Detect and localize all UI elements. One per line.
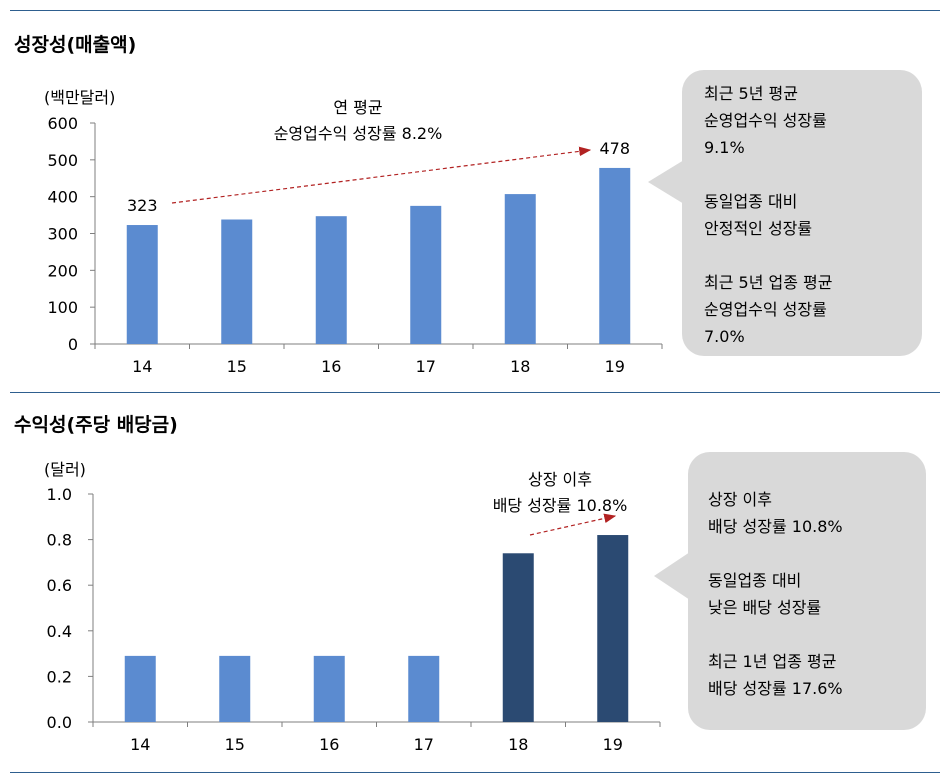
growth-unit-label: (백만달러) [44, 88, 115, 107]
dividend-bar [502, 553, 534, 722]
dividend-callout-text: 상장 이후 배당 성장률 10.8% 동일업종 대비 낮은 배당 성장률 최근 … [708, 490, 843, 698]
section-title-profitability: 수익성(주당 배당금) [14, 414, 178, 436]
growth-data-label: 478 [599, 139, 630, 158]
dividend-y-tick-label: 0.6 [47, 576, 72, 595]
growth-y-tick-label: 600 [47, 114, 78, 133]
dividend-annotation-text: 상장 이후 [528, 470, 592, 489]
growth-data-label: 323 [127, 196, 158, 215]
growth-annotation-text: 순영업수익 성장률 8.2% [274, 124, 443, 143]
growth-trend-arrow [171, 146, 592, 204]
bottom-divider [10, 772, 940, 773]
growth-annotation-text: 연 평균 [333, 98, 382, 117]
dividend-annotation-text: 배당 성장률 10.8% [493, 496, 628, 515]
growth-y-tick-label: 0 [68, 335, 78, 354]
growth-y-tick-label: 500 [47, 151, 78, 170]
dividend-callout-bubble: 상장 이후 배당 성장률 10.8% 동일업종 대비 낮은 배당 성장률 최근 … [654, 452, 926, 730]
growth-x-tick-label: 16 [321, 357, 341, 376]
dividend-x-tick-label: 16 [319, 735, 339, 754]
dividend-y-tick-label: 0.8 [47, 531, 72, 550]
dividend-y-tick-label: 0.4 [47, 622, 72, 641]
dividend-callout-tail [654, 552, 690, 600]
growth-bar [599, 167, 631, 344]
growth-callout-tail [648, 160, 684, 204]
dividend-x-tick-label: 18 [508, 735, 528, 754]
dividend-bar [408, 655, 440, 722]
section-title-growth: 성장성(매출액) [14, 34, 137, 56]
dividend-y-tick-label: 0.0 [47, 713, 72, 732]
growth-y-tick-label: 300 [47, 225, 78, 244]
growth-callout-bubble: 최근 5년 평균 순영업수익 성장률 9.1% 동일업종 대비 안정적인 성장률… [648, 70, 922, 356]
growth-x-tick-label: 17 [416, 357, 436, 376]
dividend-y-tick-label: 0.2 [47, 667, 72, 686]
dividend-x-tick-label: 15 [225, 735, 245, 754]
growth-bar [315, 216, 347, 344]
middle-divider [10, 392, 940, 393]
dividend-bar [124, 655, 156, 722]
dividend-x-tick-label: 19 [603, 735, 623, 754]
dividend-trend-arrow [529, 513, 617, 536]
growth-bar [504, 194, 536, 344]
growth-x-tick-label: 15 [227, 357, 247, 376]
growth-y-tick-label: 400 [47, 188, 78, 207]
growth-x-tick-label: 19 [605, 357, 625, 376]
growth-x-tick-label: 14 [132, 357, 152, 376]
dividend-bar [219, 655, 251, 722]
top-divider [10, 10, 940, 11]
dividend-x-tick-label: 14 [130, 735, 150, 754]
growth-bar [126, 225, 158, 344]
dividend-bar [313, 655, 345, 722]
dividend-unit-label: (달러) [44, 460, 86, 479]
growth-bar [221, 219, 253, 344]
growth-bar [410, 205, 442, 344]
growth-callout-text: 최근 5년 평균 순영업수익 성장률 9.1% 동일업종 대비 안정적인 성장률… [704, 84, 833, 346]
dividend-y-tick-label: 1.0 [47, 485, 72, 504]
growth-x-tick-label: 18 [510, 357, 530, 376]
dividend-x-tick-label: 17 [414, 735, 434, 754]
dividend-bar [597, 535, 629, 722]
growth-y-tick-label: 200 [47, 261, 78, 280]
growth-y-tick-label: 100 [47, 298, 78, 317]
